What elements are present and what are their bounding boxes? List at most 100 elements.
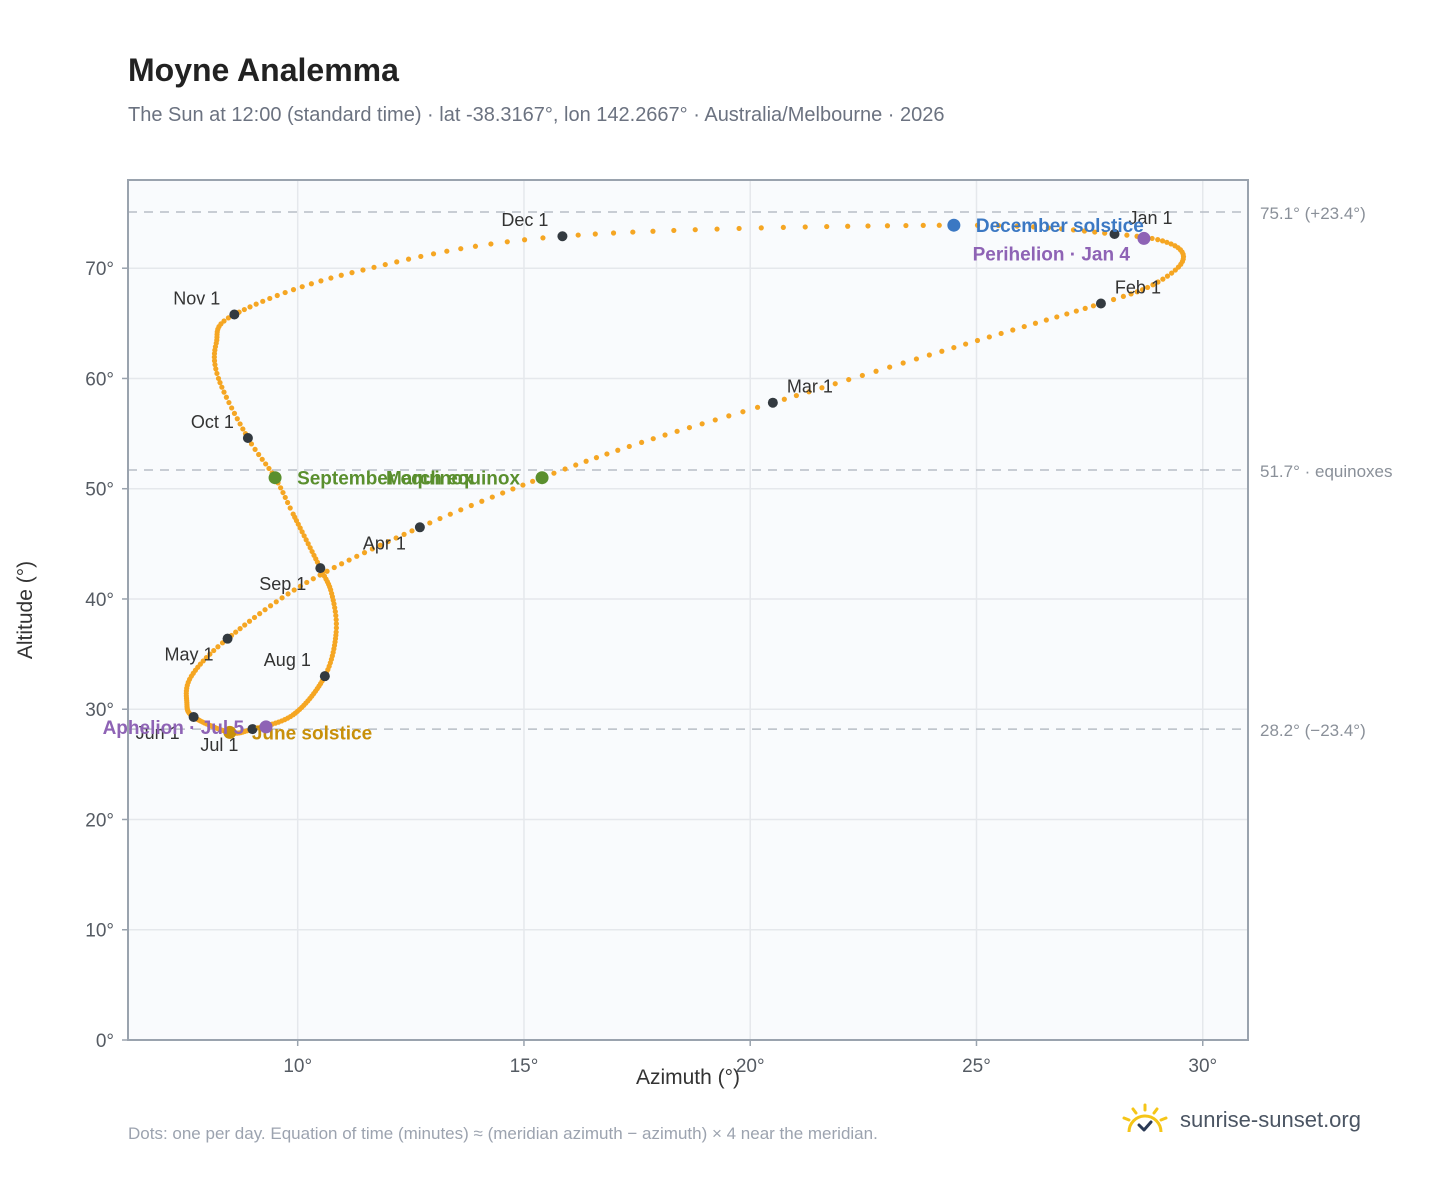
day-dot	[674, 428, 680, 434]
reference-line-label: 28.2° (−23.4°)	[1260, 721, 1366, 740]
day-dot	[974, 337, 981, 344]
day-dot	[1149, 235, 1155, 242]
day-dot	[297, 583, 303, 589]
month-marker	[315, 563, 326, 574]
day-dot	[1155, 279, 1161, 285]
day-dot	[500, 490, 506, 496]
day-dot	[332, 608, 338, 615]
month-marker	[222, 633, 233, 644]
day-dot	[1139, 287, 1146, 293]
day-dot	[1120, 293, 1126, 300]
y-tick-label: 50°	[85, 480, 114, 501]
day-dot	[361, 550, 368, 556]
day-dot	[650, 436, 656, 442]
brand[interactable]: sunrise-sunset.org	[1120, 1102, 1361, 1138]
y-tick-label: 60°	[85, 369, 114, 390]
day-dot	[692, 227, 698, 233]
day-dot	[832, 381, 838, 387]
day-dot	[394, 259, 400, 265]
month-marker	[1109, 229, 1120, 240]
month-label: Apr 1	[363, 533, 406, 553]
day-dot	[562, 466, 568, 472]
day-dot	[219, 384, 225, 390]
day-dot	[266, 465, 272, 472]
day-dot	[248, 441, 255, 447]
day-dot	[626, 443, 632, 450]
day-dot	[301, 533, 307, 539]
day-dot	[802, 224, 808, 230]
day-dot	[263, 461, 269, 467]
day-dot	[287, 505, 293, 511]
day-dot	[1043, 317, 1049, 323]
day-dot	[215, 644, 221, 650]
day-dot	[873, 368, 879, 374]
day-dot	[593, 455, 600, 461]
day-dot	[324, 568, 330, 574]
day-dot	[257, 611, 263, 617]
day-dot	[884, 223, 891, 229]
day-dot	[998, 330, 1004, 337]
month-markers: Jan 1 Feb 1 Mar 1 Apr 1 May 1 Jun 1 Jul 1 Aug 1…	[136, 208, 1173, 755]
day-dot	[291, 587, 297, 593]
month-marker	[229, 309, 240, 320]
day-dot	[1169, 270, 1175, 276]
day-dot	[845, 223, 851, 229]
day-dot	[1064, 311, 1070, 317]
month-marker	[767, 397, 778, 408]
day-dot	[488, 241, 494, 247]
day-dot	[662, 432, 668, 438]
month-label: Sep 1	[259, 574, 306, 594]
y-tick-label: 40°	[85, 590, 114, 611]
event-marker	[268, 471, 282, 485]
day-dot	[246, 618, 253, 624]
event-label: March equinox	[386, 469, 521, 490]
day-dot	[309, 548, 315, 555]
day-dot	[211, 647, 217, 654]
day-dot	[1058, 226, 1065, 232]
chart-subtitle: The Sun at 12:00 (standard time) · lat -…	[128, 104, 945, 126]
chart-title: Moyne Analemma	[128, 52, 399, 88]
day-dot	[229, 405, 235, 411]
month-label: May 1	[165, 645, 214, 665]
day-dot	[793, 392, 799, 399]
day-dot	[1021, 323, 1027, 330]
day-dot	[223, 394, 229, 400]
day-dot	[974, 222, 981, 228]
day-dot	[437, 515, 443, 522]
day-dot	[521, 237, 528, 243]
month-marker	[557, 231, 568, 242]
day-dot	[686, 424, 693, 431]
event-label: June solstice	[252, 723, 372, 744]
day-dot	[260, 298, 266, 304]
plot-frame	[127, 179, 1249, 1041]
day-dot	[806, 389, 812, 395]
day-dot	[256, 451, 262, 458]
day-dot	[303, 537, 309, 543]
day-dot	[221, 318, 227, 324]
day-dot	[203, 654, 210, 661]
footnote: Dots: one per day. Equation of time (min…	[128, 1124, 878, 1143]
day-dot	[339, 561, 345, 567]
month-marker	[1095, 298, 1106, 309]
month-marker	[247, 724, 258, 735]
y-tick-label: 30°	[85, 700, 114, 721]
day-dot	[240, 426, 246, 432]
day-dot	[740, 409, 746, 415]
day-dot	[371, 264, 377, 270]
day-dot	[1090, 303, 1097, 309]
day-dot	[530, 478, 536, 484]
y-tick-label: 70°	[85, 259, 114, 280]
day-dot	[1010, 327, 1016, 333]
reference-lines: 75.1° (+23.4°) 51.7° · equinoxes 28.2° (−2…	[128, 204, 1393, 740]
day-dot	[427, 520, 433, 526]
day-dot	[393, 535, 399, 541]
day-dot	[310, 576, 316, 582]
day-dot	[242, 622, 248, 628]
day-dot	[338, 272, 344, 278]
y-tick-label: 10°	[85, 921, 114, 942]
day-dot	[699, 421, 705, 427]
day-dot	[1159, 238, 1166, 244]
day-dot	[333, 612, 339, 619]
day-dot	[267, 295, 273, 302]
